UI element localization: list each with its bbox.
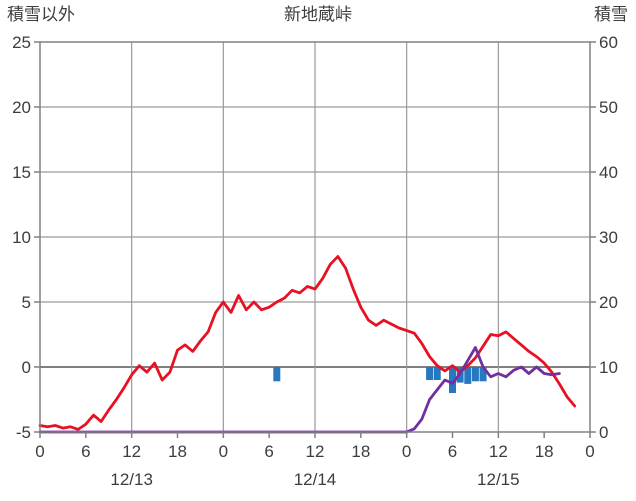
right-axis-title: 積雪 xyxy=(594,5,628,24)
y-right-tick-label: 40 xyxy=(599,163,618,182)
y-left-tick-label: 10 xyxy=(12,228,31,247)
x-tick-label: 12 xyxy=(122,442,141,461)
x-tick-label: 6 xyxy=(448,442,457,461)
blue-bar xyxy=(433,367,441,380)
x-tick-label: 0 xyxy=(402,442,411,461)
y-right-tick-label: 20 xyxy=(599,293,618,312)
x-tick-label: 0 xyxy=(585,442,594,461)
y-right-tick-label: 30 xyxy=(599,228,618,247)
x-tick-label: 12 xyxy=(306,442,325,461)
y-left-tick-label: 5 xyxy=(22,293,31,312)
blue-bar xyxy=(273,367,281,382)
blue-bar xyxy=(449,367,456,393)
y-right-tick-label: 10 xyxy=(599,358,618,377)
x-tick-label: 6 xyxy=(264,442,273,461)
x-tick-label: 18 xyxy=(535,442,554,461)
blue-bar xyxy=(479,367,487,382)
date-label: 12/13 xyxy=(110,470,153,489)
red-line xyxy=(38,255,577,431)
purple-line xyxy=(38,346,561,434)
y-left-tick-label: 0 xyxy=(22,358,31,377)
x-tick-label: 6 xyxy=(81,442,90,461)
blue-bar xyxy=(464,367,472,384)
chart-title: 新地蔵峠 xyxy=(284,5,352,24)
x-tick-label: 0 xyxy=(219,442,228,461)
left-axis-title: 積雪以外 xyxy=(7,5,75,24)
y-left-tick-label: 25 xyxy=(12,33,31,52)
x-tick-label: 18 xyxy=(351,442,370,461)
y-right-tick-label: 50 xyxy=(599,98,618,117)
x-tick-label: 0 xyxy=(35,442,44,461)
y-right-tick-label: 0 xyxy=(599,423,608,442)
y-right-tick-label: 60 xyxy=(599,33,618,52)
date-label: 12/14 xyxy=(294,470,337,489)
blue-bar xyxy=(426,367,434,380)
x-tick-label: 12 xyxy=(489,442,508,461)
blue-bar xyxy=(471,367,479,382)
date-label: 12/15 xyxy=(477,470,520,489)
x-tick-label: 18 xyxy=(168,442,187,461)
y-left-tick-label: 20 xyxy=(12,98,31,117)
y-left-tick-label: -5 xyxy=(16,423,31,442)
y-left-tick-label: 15 xyxy=(12,163,31,182)
